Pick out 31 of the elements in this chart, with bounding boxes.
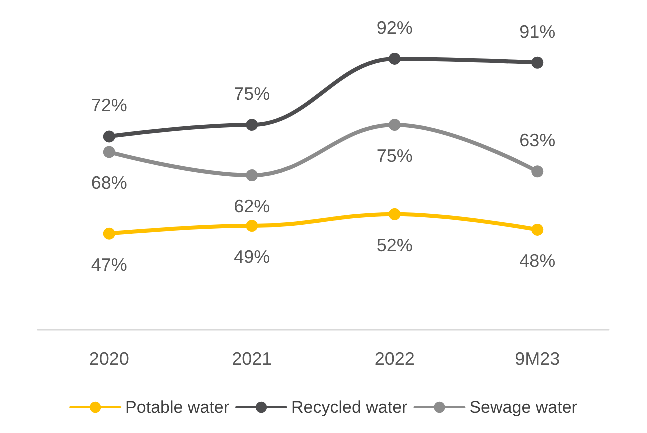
point (388, 208, 401, 220)
point (532, 224, 544, 236)
data-label: 52% (376, 235, 413, 256)
point (246, 220, 258, 232)
data-label: 48% (520, 250, 556, 271)
point (103, 228, 116, 240)
data-label: 72% (91, 96, 128, 116)
legend-label: Sewage water (470, 398, 578, 417)
x-tick-label: 2020 (89, 349, 130, 369)
point (388, 52, 401, 65)
data-label: 47% (91, 254, 128, 275)
point (103, 146, 116, 158)
point (246, 119, 258, 132)
data-label: 92% (376, 18, 413, 38)
point (103, 130, 116, 143)
data-label: 75% (234, 84, 270, 104)
x-tick-label: 2021 (232, 349, 272, 369)
legend-label: Recycled water (292, 398, 408, 417)
data-label: 68% (91, 173, 128, 194)
point (246, 170, 258, 182)
x-tick-label: 9M23 (515, 349, 560, 369)
data-label: 63% (520, 130, 556, 151)
data-label: 49% (234, 247, 270, 268)
data-label: 91% (520, 22, 556, 42)
legend-label: Potable water (126, 398, 230, 417)
data-label: 75% (376, 146, 413, 166)
data-label: 62% (234, 196, 270, 217)
point (532, 166, 544, 178)
x-tick-label: 2022 (374, 349, 415, 369)
point (388, 119, 401, 132)
point (532, 56, 544, 69)
